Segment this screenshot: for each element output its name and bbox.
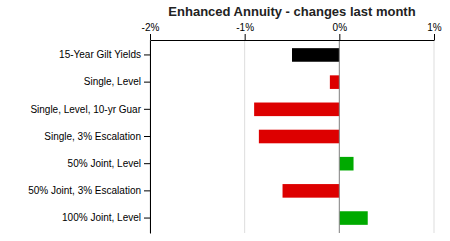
tick-label: 15-Year Gilt Yields bbox=[59, 49, 141, 60]
tick: 0% bbox=[333, 22, 348, 40]
tick-mark bbox=[144, 109, 150, 110]
tick-mark bbox=[434, 34, 435, 40]
tick: -2% bbox=[142, 22, 160, 40]
tick: Single, Level, 10-yr Guar bbox=[30, 104, 150, 115]
tick-label: Single, Level, 10-yr Guar bbox=[30, 104, 141, 115]
tick-label: 50% Joint, Level bbox=[68, 158, 141, 169]
title: Enhanced Annuity - changes last month bbox=[168, 4, 415, 19]
tick-label: Single, Level bbox=[84, 76, 141, 87]
tick-mark bbox=[144, 163, 150, 164]
bar bbox=[254, 103, 339, 117]
grid-line bbox=[244, 40, 245, 233]
tick-label: 1% bbox=[427, 22, 442, 33]
tick-mark bbox=[144, 54, 150, 55]
tick-label: -1% bbox=[236, 22, 254, 33]
tick-mark bbox=[144, 136, 150, 137]
bar bbox=[292, 48, 339, 62]
tick-label: -2% bbox=[142, 22, 160, 33]
bar bbox=[339, 211, 367, 225]
tick-label: 50% Joint, 3% Escalation bbox=[28, 185, 141, 196]
tick: 100% Joint, Level bbox=[62, 212, 150, 223]
tick-mark bbox=[144, 82, 150, 83]
zero-line bbox=[339, 40, 340, 233]
tick-mark bbox=[245, 34, 246, 40]
y-axis: 15-Year Gilt Yields Single, Level Single, … bbox=[28, 41, 150, 234]
tick-label: 100% Joint, Level bbox=[62, 212, 141, 223]
tick: 15-Year Gilt Yields bbox=[59, 49, 150, 60]
grid-line bbox=[339, 40, 340, 233]
axis-line bbox=[150, 41, 151, 234]
tick-mark bbox=[150, 34, 151, 40]
grid bbox=[150, 40, 434, 233]
tick: -1% bbox=[236, 22, 254, 40]
chart: Enhanced Annuity - changes last month -2%… bbox=[0, 0, 450, 241]
bar bbox=[283, 184, 340, 198]
bar bbox=[339, 157, 353, 171]
tick-mark bbox=[144, 218, 150, 219]
tick-label: Single, 3% Escalation bbox=[44, 131, 141, 142]
tick: 50% Joint, Level bbox=[68, 158, 150, 169]
bar bbox=[259, 130, 339, 144]
tick: 50% Joint, 3% Escalation bbox=[28, 185, 150, 196]
x-axis: -2% -1% 0% 1% bbox=[142, 22, 442, 41]
tick-mark bbox=[339, 34, 340, 40]
bar bbox=[330, 75, 339, 89]
plot-area: -2% -1% 0% 1% 15-Year Gilt Yields Single, Lev… bbox=[28, 22, 442, 234]
axis-line bbox=[151, 40, 435, 41]
tick: 1% bbox=[427, 22, 442, 40]
grid-line bbox=[434, 40, 435, 233]
tick: Single, Level bbox=[84, 76, 150, 87]
tick-mark bbox=[144, 190, 150, 191]
tick: Single, 3% Escalation bbox=[44, 131, 150, 142]
tick-label: 0% bbox=[333, 22, 348, 33]
bars bbox=[254, 48, 368, 225]
